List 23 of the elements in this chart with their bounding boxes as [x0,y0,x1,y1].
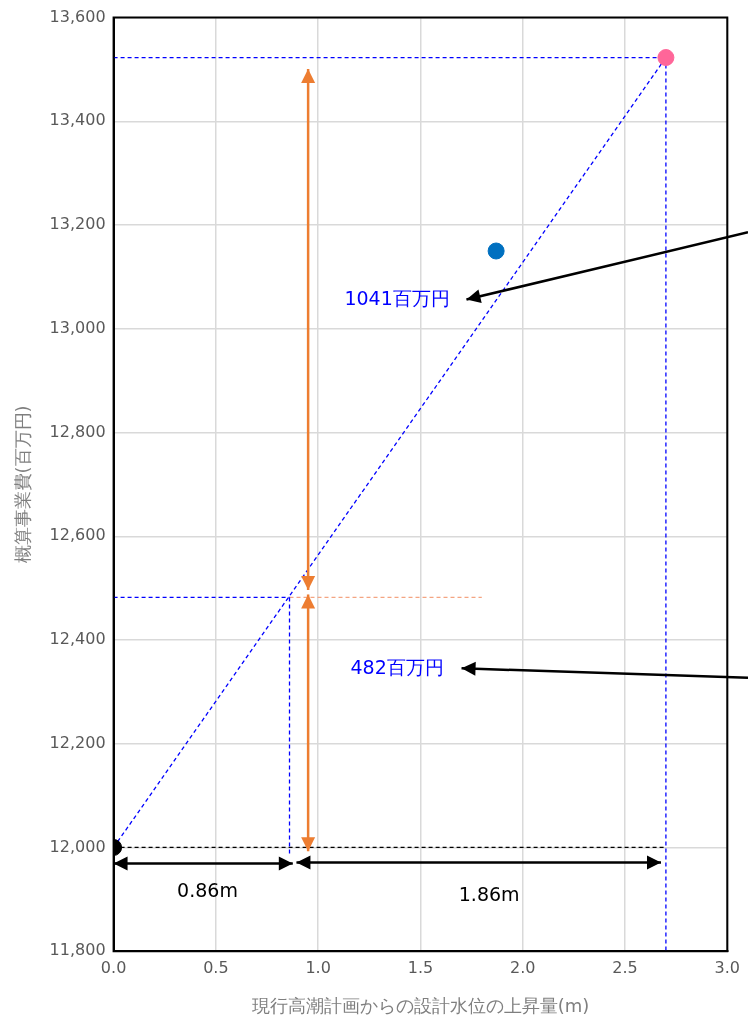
annotation: 1041百万円 [344,287,450,310]
y-tick-label: 13,200 [49,214,106,234]
y-axis-title: 概算事業費(百万円) [12,405,34,564]
annotation: 1.86m [458,883,520,906]
y-tick-label: 12,200 [49,732,106,752]
y-tick-label: 12,400 [49,629,106,649]
y-tick-label: 13,600 [49,6,106,26]
y-tick-label: 12,000 [49,836,106,856]
x-tick-label: 2.5 [612,957,638,977]
x-tick-label: 3.0 [714,957,740,977]
x-tick-label: 1.5 [407,957,434,977]
x-axis-title: 現行高潮計画からの設計水位の上昇量(m) [251,994,590,1016]
y-tick-label: 13,400 [49,110,106,130]
annotation: 0.86m [177,879,238,902]
x-tick-label: 0.5 [203,957,229,977]
y-tick-label: 12,600 [49,525,106,545]
y-tick-label: 13,000 [49,317,106,337]
y-tick-label: 12,800 [49,421,106,441]
x-tick-label: 2.0 [509,957,536,977]
x-tick-label: 0.0 [100,957,127,977]
y-tick-label: 11,800 [49,940,106,960]
x-tick-label: 1.0 [305,957,331,977]
annotation: 482百万円 [350,656,444,679]
